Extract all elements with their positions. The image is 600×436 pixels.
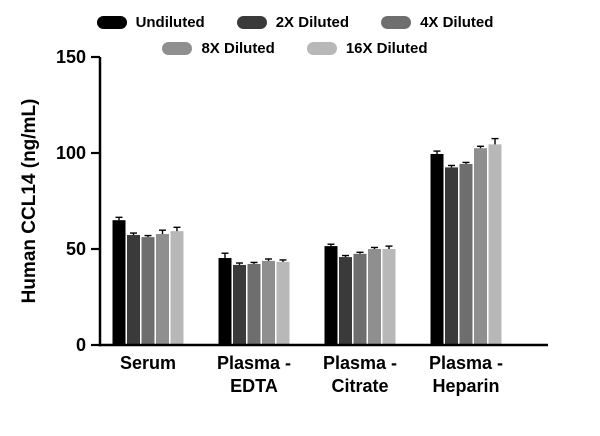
x-category-label: Plasma - [323,353,397,373]
bar [156,234,169,345]
x-category-label: Citrate [331,376,388,396]
bar [368,249,381,345]
bar [445,167,458,345]
bar [170,231,184,345]
y-tick-label: 100 [56,143,86,163]
y-tick-label: 50 [66,239,86,259]
bar [276,261,290,345]
x-category-label: EDTA [230,376,278,396]
bar [488,144,502,345]
bar [382,249,396,345]
bar [247,263,261,345]
bar [262,260,275,345]
bar [112,220,126,345]
bar [233,264,246,345]
bar [339,257,352,345]
bar [127,234,140,345]
bar [141,237,155,345]
y-tick-label: 0 [76,335,86,355]
x-category-label: Plasma - [217,353,291,373]
y-axis-title: Human CCL14 (ng/mL) [19,98,40,304]
bar [474,148,487,345]
bar [459,163,473,345]
bar [353,253,367,345]
y-tick-label: 150 [56,47,86,67]
bar [430,153,444,345]
bar [324,246,338,345]
x-category-label: Heparin [432,376,499,396]
bar [218,258,232,345]
x-category-label: Plasma - [429,353,503,373]
x-category-label: Serum [120,353,176,373]
